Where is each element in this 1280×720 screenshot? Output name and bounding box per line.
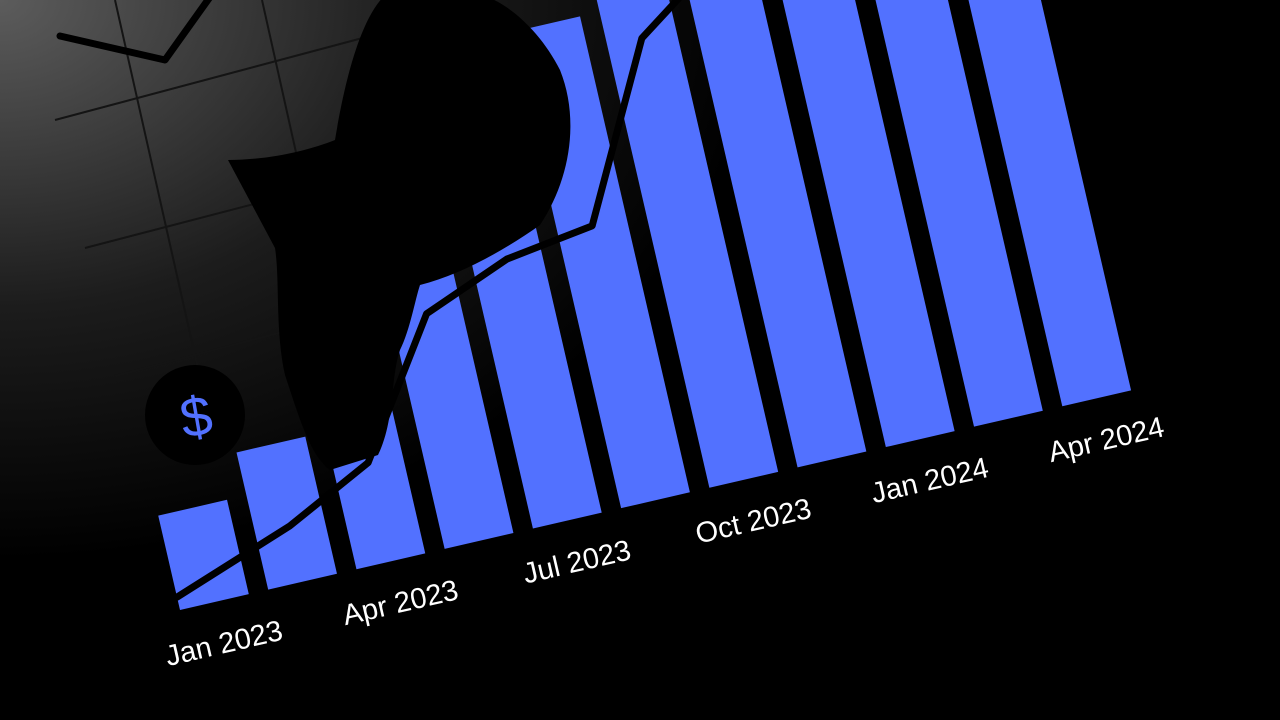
x-tick-label: Apr 2023 <box>340 574 462 632</box>
bar <box>759 0 955 448</box>
x-tick-label: Jan 2023 <box>162 615 285 673</box>
bar <box>158 499 249 610</box>
x-tick-label: Apr 2024 <box>1045 411 1167 469</box>
bar <box>672 0 867 468</box>
bar <box>236 436 337 590</box>
line-series <box>173 0 957 601</box>
x-tick-label: Jan 2024 <box>868 452 991 510</box>
person-silhouette-icon <box>228 0 571 470</box>
bar <box>842 0 1043 427</box>
bar <box>590 0 779 488</box>
bar <box>929 0 1132 407</box>
background-trend-line <box>56 0 213 64</box>
dollar-coin-icon: $ <box>145 365 245 465</box>
